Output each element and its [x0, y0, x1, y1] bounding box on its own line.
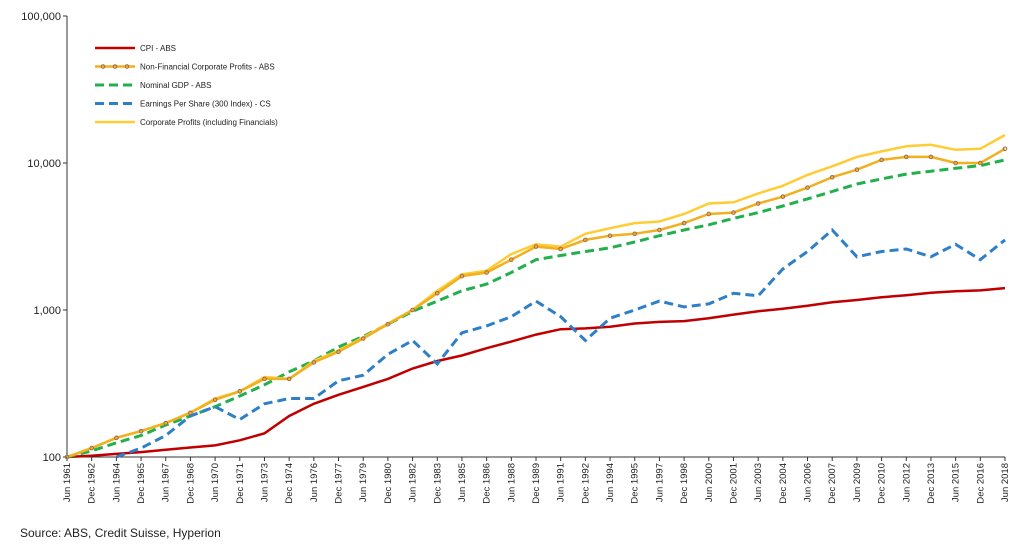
x-tick-label: Dec 1992: [580, 463, 591, 504]
x-tick-label: Jun 1988: [506, 463, 517, 502]
legend-label: Nominal GDP - ABS: [140, 81, 211, 90]
series-marker: [89, 445, 94, 451]
x-tick-label: Jun 2009: [852, 463, 863, 502]
legend-label: Corporate Profits (including Financials): [140, 118, 278, 127]
x-tick-label: Dec 1971: [235, 463, 246, 504]
x-tick-label: Jun 2003: [753, 463, 764, 502]
series-marker: [237, 388, 243, 394]
x-tick-label: Jun 2015: [951, 463, 962, 502]
series-marker: [163, 420, 169, 426]
legend-marker: [124, 64, 130, 69]
x-tick-label: Jun 1967: [161, 463, 172, 502]
series-marker: [755, 201, 761, 206]
x-tick-label: Dec 1962: [87, 463, 98, 504]
series-marker: [434, 290, 440, 296]
series-line: [115, 227, 1006, 459]
x-tick-label: Jun 1997: [654, 463, 665, 502]
series-marker: [533, 244, 539, 249]
x-tick-label: Jun 1979: [358, 463, 369, 502]
x-tick-label: Jun 1970: [210, 463, 221, 502]
y-tick-label: 100: [43, 452, 61, 464]
series-line: [66, 158, 1006, 459]
series-line: [66, 147, 1006, 459]
series-marker: [311, 360, 317, 365]
x-tick-label: Dec 1989: [531, 463, 542, 504]
series-marker: [558, 246, 563, 252]
series-marker: [212, 397, 218, 403]
series-marker: [262, 376, 267, 382]
series-marker: [731, 210, 736, 215]
x-tick-label: Dec 1977: [334, 463, 345, 504]
y-tick-label: 100,000: [21, 11, 61, 23]
x-tick-label: Dec 2007: [827, 463, 838, 504]
x-tick-label: Dec 1995: [630, 463, 641, 504]
series-marker: [953, 160, 958, 166]
series-marker: [64, 454, 70, 460]
source: Source: ABS, Credit Suisse, Hyperion: [20, 526, 221, 540]
series-marker: [780, 194, 786, 199]
x-tick-label: Dec 2013: [926, 463, 937, 504]
legend-marker: [100, 64, 106, 69]
x-tick-label: Dec 2004: [778, 463, 789, 504]
series-marker: [854, 167, 860, 173]
series-marker: [681, 220, 687, 226]
legend-marker: [112, 64, 118, 69]
series-marker: [286, 376, 292, 382]
series-marker: [632, 231, 638, 237]
x-tick-label: Dec 1974: [284, 463, 295, 504]
series-marker: [903, 154, 909, 160]
x-tick-label: Jun 1982: [408, 463, 419, 502]
series-marker: [657, 227, 662, 233]
legend-label: Non-Financial Corporate Profits - ABS: [140, 63, 275, 72]
x-tick-label: Dec 1983: [432, 463, 443, 504]
series-marker: [138, 428, 144, 434]
x-tick-label: Jun 1976: [309, 463, 320, 502]
x-tick-label: Dec 1965: [136, 463, 147, 504]
series-marker: [978, 160, 983, 166]
x-tick-label: Dec 1980: [383, 463, 394, 504]
x-tick-label: Dec 1968: [185, 463, 196, 504]
x-tick-label: Jun 1961: [62, 463, 73, 502]
series-marker: [509, 257, 514, 262]
series-marker: [385, 321, 391, 327]
x-tick-label: Jun 1991: [556, 463, 567, 502]
x-tick-label: Jun 1964: [111, 463, 122, 502]
legend-label: Earnings Per Share (300 Index) - CS: [140, 100, 271, 109]
x-tick-label: Jun 2012: [901, 463, 912, 502]
series-marker: [114, 435, 119, 441]
series-marker: [829, 174, 835, 180]
series-marker: [459, 273, 465, 279]
x-tick-label: Jun 2018: [1000, 463, 1011, 502]
legend-label: CPI - ABS: [140, 44, 176, 53]
series-line: [66, 286, 1006, 459]
x-tick-label: Jun 2000: [704, 463, 715, 502]
series-marker: [410, 307, 415, 313]
x-tick-label: Dec 2010: [877, 463, 888, 504]
series-marker: [607, 233, 613, 239]
x-tick-label: Dec 2001: [728, 463, 739, 504]
x-tick-label: Jun 1985: [457, 463, 468, 502]
series-marker: [188, 410, 193, 416]
series-marker: [879, 157, 884, 163]
series-marker: [336, 349, 341, 355]
x-tick-label: Jun 1973: [259, 463, 270, 502]
series-marker: [360, 336, 366, 341]
y-tick-label: 1,000: [33, 305, 61, 317]
series-marker: [928, 154, 934, 160]
series-marker: [583, 237, 588, 243]
x-tick-label: Jun 2006: [803, 463, 814, 502]
series-marker: [805, 185, 810, 190]
series-marker: [1002, 146, 1008, 152]
x-tick-label: Dec 1986: [482, 463, 493, 504]
y-tick-label: 10,000: [27, 158, 61, 170]
x-tick-label: Jun 1994: [605, 463, 616, 502]
x-tick-label: Dec 2016: [975, 463, 986, 504]
x-tick-label: Dec 1998: [679, 463, 690, 504]
series-marker: [484, 270, 489, 275]
series-marker: [706, 211, 712, 217]
